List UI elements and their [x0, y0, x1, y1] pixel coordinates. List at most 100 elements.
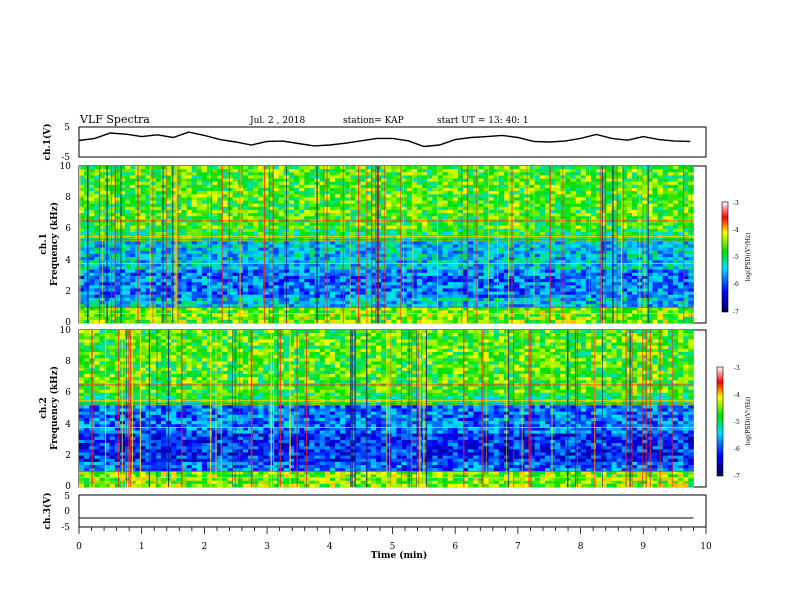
spectrogram-cell-1482	[227, 266, 234, 271]
spectrogram-cell-3199	[401, 319, 408, 324]
spectrogram-cell-3135	[396, 275, 402, 280]
spectrogram-cell-3301	[416, 169, 423, 173]
spectrogram-cell-884	[166, 272, 172, 277]
spectrogram-cell-405	[119, 181, 126, 186]
spectrogram-cell-3927	[478, 250, 484, 255]
spectrogram-cell-2288	[309, 285, 315, 289]
spectrogram-cell-1235	[201, 275, 208, 280]
spectrogram-cell-2252	[309, 172, 315, 176]
spectrogram-cell-496	[125, 310, 131, 314]
spectrogram-cell-2135	[294, 275, 300, 280]
spectrogram-cell-1618	[242, 222, 249, 227]
spectrogram-cell-4121	[498, 231, 505, 236]
spectrogram-cell-812	[160, 203, 167, 208]
spectrogram-cell-1778	[258, 253, 264, 258]
spectrogram-cell-185	[94, 275, 100, 280]
spectrogram-cell-124	[89, 241, 95, 245]
spectrogram-cell-2871	[370, 231, 377, 236]
spectrogram-cell-3664	[452, 209, 459, 214]
spectrogram-cell-1911	[273, 200, 280, 205]
spectrogram-cell-1786	[258, 279, 264, 283]
spectrogram-cell-4935	[580, 275, 587, 280]
spectrogram-cell-1338	[212, 285, 218, 289]
spectrogram-cell-2126	[294, 247, 300, 252]
spectrogram-cell-2235	[304, 275, 310, 280]
spectrogram-cell-314	[109, 209, 116, 214]
spectrogram-cell-2851	[370, 169, 377, 173]
spectrogram-cell-4805	[570, 181, 577, 186]
spectrogram-cell-178	[94, 253, 100, 258]
spectrogram-cell-3013	[386, 206, 392, 211]
spectrogram-cell-4894	[575, 304, 582, 308]
spectrogram-cell-4410	[529, 197, 536, 201]
spectrogram-cell-3241	[406, 294, 413, 299]
spectrogram-cell-3843	[468, 301, 474, 305]
spectrogram-cell-3970	[483, 228, 490, 233]
spectrogram-cell-4257	[514, 187, 520, 192]
spectrogram-cell-4006	[488, 184, 495, 189]
spectrogram-cell-1630	[242, 260, 249, 264]
spectrogram-cell-199	[94, 319, 100, 324]
spectrogram-cell-485	[125, 275, 131, 280]
spectrogram-cell-947	[171, 313, 177, 318]
spectrogram-cell-444	[119, 304, 126, 308]
spectrogram-cell-3444	[427, 304, 433, 308]
spectrogram-cell-4268	[514, 222, 520, 227]
spectrogram-cell-3855	[473, 181, 479, 186]
spectrogram-cell-1371	[217, 231, 223, 236]
spectrogram-cell-3856	[473, 184, 479, 189]
spectrogram-cell-989	[176, 288, 182, 292]
spectrogram-cell-4652	[555, 172, 561, 176]
spectrogram-cell-3610	[447, 197, 454, 201]
spectrogram-cell-3941	[478, 294, 484, 299]
spectrogram-cell-231	[99, 263, 105, 267]
spectrogram-cell-1376	[217, 247, 223, 252]
spectrogram-cell-4003	[488, 175, 495, 179]
spectrogram-cell-647	[140, 313, 146, 318]
spectrogram-cell-2101	[294, 169, 300, 173]
spectrogram-cell-19	[79, 225, 85, 230]
spectrogram-cell-960	[176, 197, 182, 201]
spectrogram-cell-3975	[483, 244, 490, 249]
spectrogram-cell-4286	[514, 279, 520, 283]
spectrogram-cell-2530	[335, 260, 341, 264]
spectrogram-cell-1463	[227, 206, 234, 211]
spectrogram-cell-4429	[529, 257, 536, 261]
spectrogram-cell-684	[145, 272, 152, 277]
spectrogram-cell-481	[125, 263, 131, 267]
spectrogram-cell-3701	[457, 169, 464, 173]
spectrogram-cell-1237	[201, 282, 208, 286]
spectrogram-cell-25	[79, 244, 85, 249]
spectrogram-cell-4919	[580, 225, 587, 230]
spectrogram-cell-4685	[555, 275, 561, 280]
spectrogram-cell-763	[155, 206, 162, 211]
spectrogram-cell-3050	[391, 166, 397, 170]
spectrogram-cell-714	[150, 209, 157, 214]
spectrogram-cell-3268	[411, 222, 418, 227]
spectrogram-cell-1458	[227, 191, 234, 195]
spectrogram-cell-1068	[186, 222, 193, 227]
spectrogram-cell-4318	[519, 222, 525, 227]
spectrogram-cell-2857	[370, 187, 377, 192]
spectrogram-cell-3051	[391, 169, 397, 173]
spectrogram-cell-2624	[345, 241, 351, 245]
spectrogram-cell-465	[125, 213, 131, 217]
spectrogram-cell-886	[166, 279, 172, 283]
spectrogram-cell-153	[94, 175, 100, 179]
spectrogram-cell-538	[130, 285, 136, 289]
spectrogram-cell-721	[150, 231, 157, 236]
spectrogram-cell-3746	[457, 310, 464, 314]
spectrogram-cell-3331	[416, 263, 423, 267]
spectrogram-cell-2536	[335, 279, 341, 283]
spectrogram-cell-4412	[529, 203, 536, 208]
spectrogram-cell-3579	[442, 257, 449, 261]
spectrogram-cell-133	[89, 269, 95, 274]
spectrogram-cell-341	[109, 294, 116, 299]
spectrogram-cell-4503	[539, 175, 546, 179]
spectrogram-cell-1749	[253, 319, 259, 324]
spectrogram-cell-880	[166, 260, 172, 264]
spectrogram-cell-3638	[447, 285, 454, 289]
spectrogram-cell-3939	[478, 288, 484, 292]
spectrogram-cell-1811	[263, 200, 269, 205]
spectrogram-cell-705	[150, 181, 157, 186]
